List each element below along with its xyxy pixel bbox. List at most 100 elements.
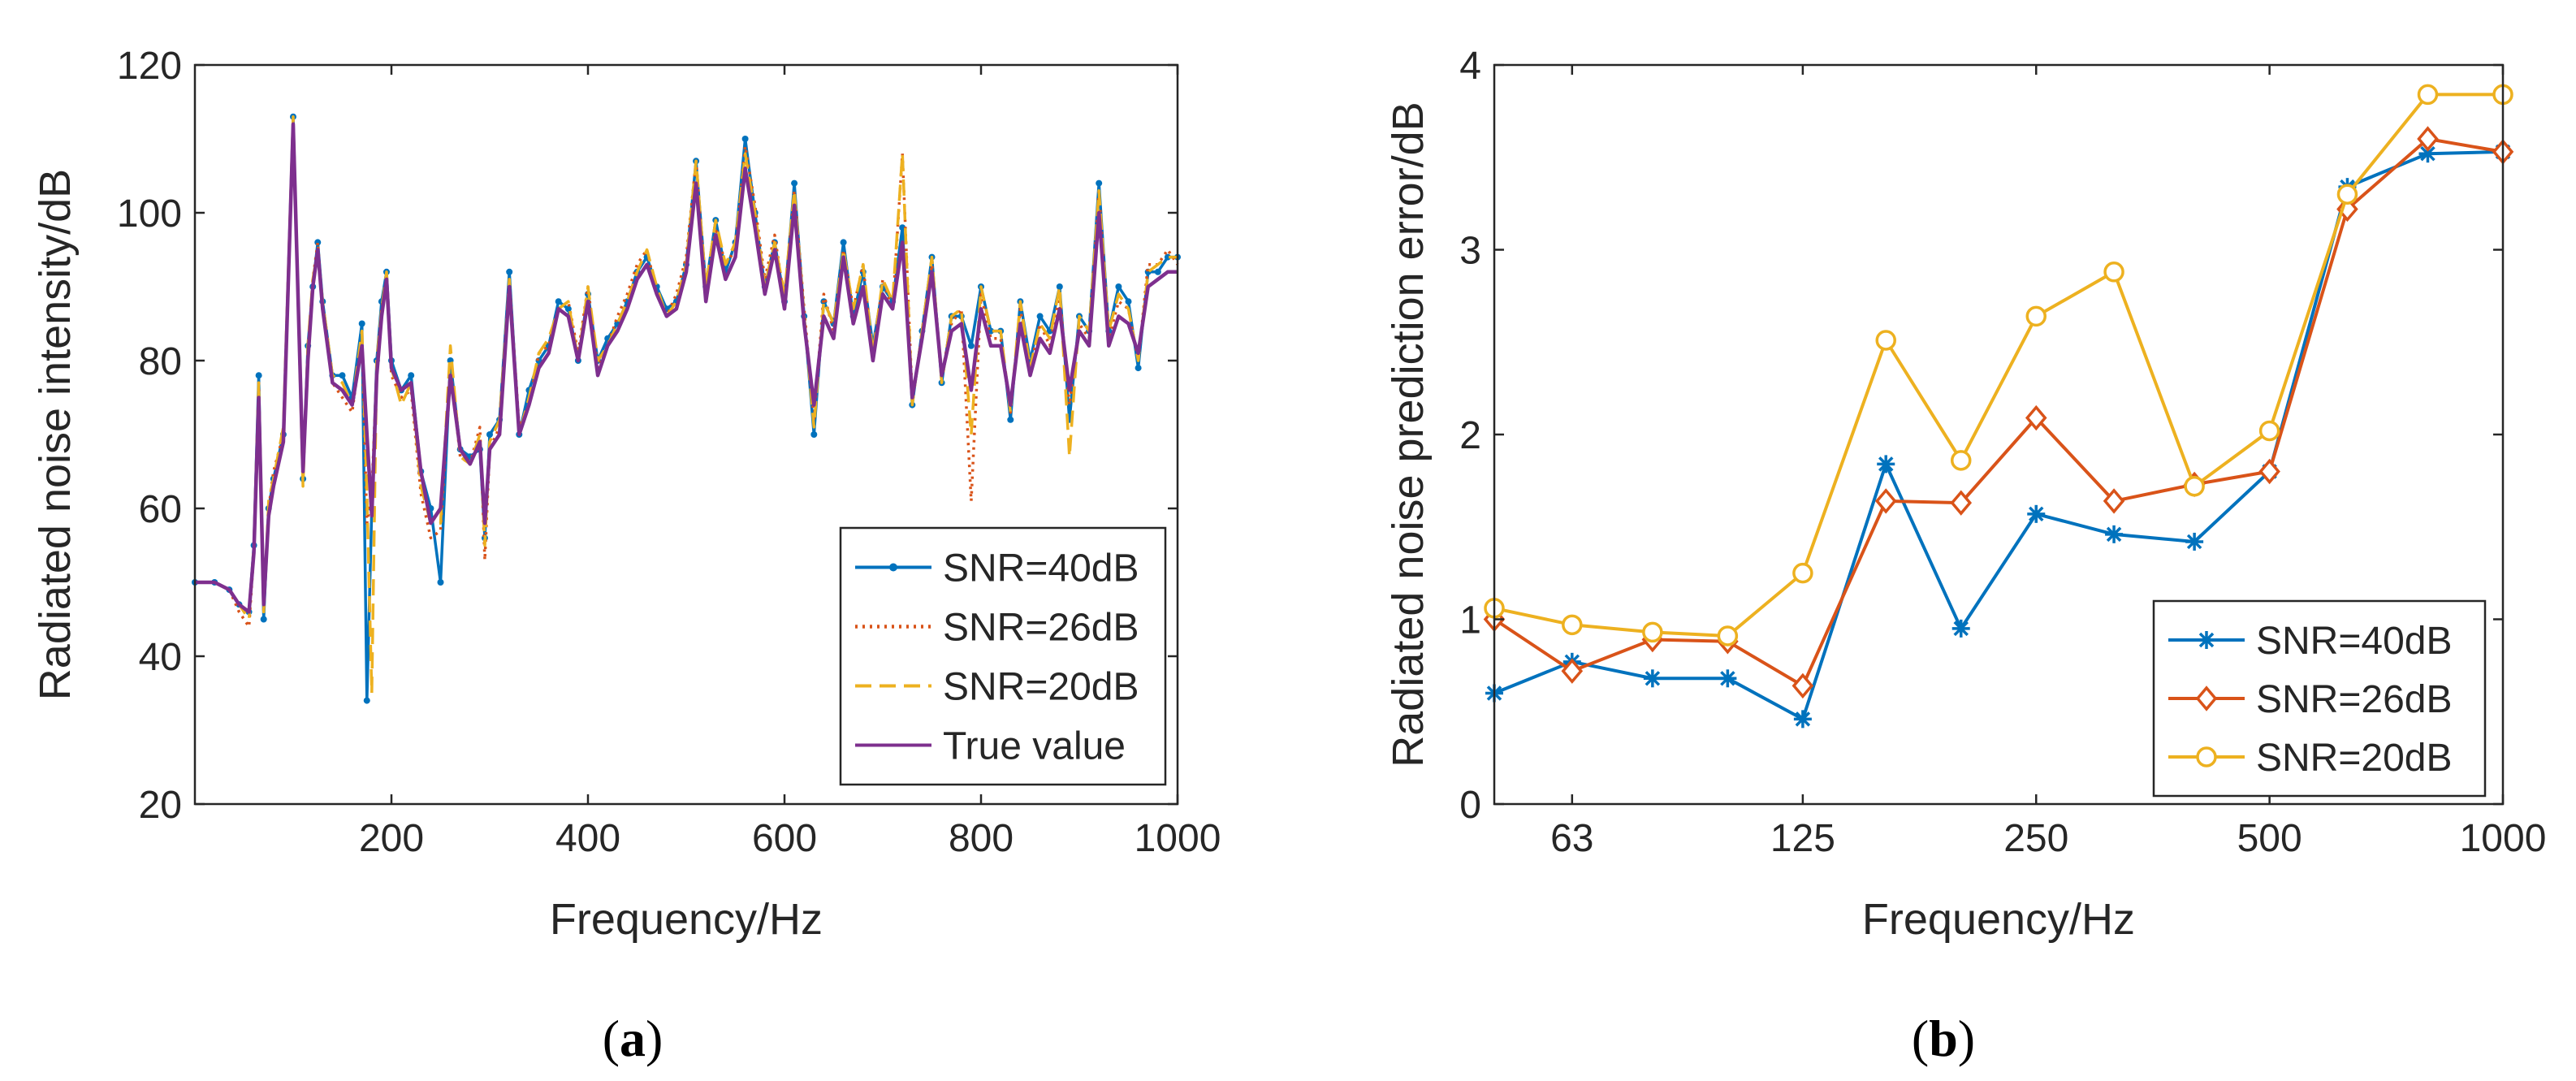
a-xtick-label-1000: 1000 [1135,817,1221,860]
b-marker-snr-40db-5 [1877,455,1895,473]
ticks-a: 20 40 60 80 100 120 200 400 600 800 1000 [117,45,1221,860]
a-ytick-label-40: 40 [139,636,182,679]
a-ytick-label-120: 120 [117,45,182,88]
a-point-snr-40db-39 [506,268,513,275]
a-point-snr-40db-95 [1056,283,1063,290]
legend-b: SNR=40dB SNR=26dB SNR=20dB [2152,599,2487,798]
b-legend-label-snr-20db: SNR=20dB [2256,737,2452,780]
b-marker-snr-40db-7 [2027,504,2046,523]
ylabel-b: Radiated noise prediction error/dB [1384,102,1433,767]
panel-label-b: (b) [1912,1010,1975,1067]
b-ytick-label-2: 2 [1459,414,1481,457]
axes-box-a [193,63,1179,806]
b-ytick-label-0: 0 [1459,784,1481,827]
b-legend-marker-snr-26db [2195,685,2218,711]
a-point-snr-40db-28 [408,372,415,379]
a-xtick-label-400: 400 [555,817,620,860]
b-marker-snr-20db-2 [1642,621,1663,643]
b-marker-snr-20db-5 [1875,330,1896,351]
b-legend-marker-snr-20db [2196,746,2217,768]
a-point-snr-40db-86 [967,342,975,349]
a-point-snr-40db-73 [840,239,847,246]
b-marker-snr-20db-10 [2258,420,2280,442]
a-point-snr-40db-93 [1036,313,1044,320]
b-xtick-label-500: 500 [2237,817,2302,860]
b-marker-snr-40db-12-stroke [2420,145,2436,162]
b-ytick-label-3: 3 [1459,230,1481,273]
b-marker-snr-20db-3 [1717,625,1739,646]
b-marker-snr-40db-2-stroke [1645,671,1661,686]
a-point-snr-40db-45 [564,305,572,313]
b-marker-snr-26db-10 [2258,458,2280,485]
a-ytick-label-100: 100 [117,192,182,236]
b-ytick-label-4: 4 [1459,45,1481,88]
a-point-snr-40db-20 [358,320,365,327]
panel-label-a: (a) [603,1010,663,1067]
legend-a: SNR=40dB SNR=26dB SNR=20dB True value [839,526,1167,786]
a-point-snr-40db-94 [1046,327,1053,335]
a-point-snr-40db-68 [791,179,798,187]
a-xtick-label-600: 600 [752,817,817,860]
b-legend-marker-snr-40db-stroke [2198,632,2215,648]
b-marker-snr-20db-9 [2184,475,2205,497]
a-legend-label-snr-26db: SNR=26dB [943,607,1139,650]
b-marker-snr-40db-4 [1793,710,1812,729]
b-marker-snr-40db-9-stroke [2186,534,2202,550]
series-group-a [192,113,1181,704]
b-marker-snr-40db-3 [1718,669,1737,688]
a-point-snr-40db-31 [437,579,444,586]
b-marker-snr-40db-6 [1951,619,1970,638]
a-point-snr-40db-105 [1154,268,1161,275]
ticks-b: 0 1 2 3 4 63 125 250 500 1000 [1459,45,2546,860]
b-ytick-label-1: 1 [1459,599,1481,642]
a-ytick-label-60: 60 [139,488,182,531]
a-point-snr-40db-103 [1135,365,1142,372]
b-marker-snr-20db-7 [2025,305,2047,327]
b-series-line-snr-20db [1493,93,2503,638]
series-group-b [1483,84,2514,729]
b-legend-label-snr-26db: SNR=26dB [2256,678,2452,721]
chart-a: 20 40 60 80 100 120 200 400 600 800 1000 Frequency… [31,45,1221,1067]
b-legend-marker-snr-40db [2198,631,2215,649]
b-marker-snr-40db-8-stroke [2106,526,2122,543]
chart-b: 0 1 2 3 4 63 125 250 500 1000 Frequency/Hz Radiat… [1384,45,2546,1067]
b-marker-snr-26db-6 [1950,490,1973,516]
a-legend-label-true-value: True value [943,725,1126,768]
a-legend-label-snr-40db: SNR=40dB [943,547,1139,590]
a-series-line-true-value [195,122,1178,614]
b-xtick-label-63: 63 [1550,817,1593,860]
a-point-snr-40db-15 [314,239,322,246]
a-point-snr-40db-70 [810,431,818,438]
b-xtick-label-1000: 1000 [2460,817,2547,860]
b-marker-snr-40db-8 [2105,525,2124,543]
a-point-snr-40db-90 [1007,416,1014,423]
a-point-snr-40db-6 [255,372,262,379]
a-xtick-label-200: 200 [359,817,424,860]
a-point-snr-40db-63 [741,136,749,142]
a-legend-label-snr-20db: SNR=20dB [943,666,1139,709]
b-marker-snr-20db-8 [2103,262,2124,283]
a-legend-dot-snr-40db [889,563,897,572]
b-marker-snr-26db-5 [1874,488,1897,514]
panel-label-b-letter: b [1929,1010,1958,1067]
a-ytick-label-20: 20 [139,784,182,827]
a-point-snr-40db-18 [339,372,346,379]
a-point-snr-40db-106 [1164,253,1171,261]
a-point-snr-40db-99 [1096,179,1103,187]
b-marker-snr-40db-7-stroke [2029,506,2044,522]
b-marker-snr-26db-1 [1561,658,1584,684]
b-marker-snr-20db-11 [2336,184,2358,205]
b-marker-snr-20db-1 [1562,614,1583,636]
b-marker-snr-26db-11 [2336,196,2358,223]
b-legend-label-snr-40db: SNR=40dB [2256,620,2452,663]
b-marker-snr-26db-8 [2103,488,2125,514]
ylabel-a: Radiated noise intensity/dB [31,169,80,700]
xlabel-a: Frequency/Hz [550,895,823,944]
a-ytick-label-80: 80 [139,340,182,383]
a-xtick-label-800: 800 [949,817,1014,860]
panel-label-a-letter: a [620,1010,646,1067]
a-point-snr-40db-37 [486,431,493,438]
a-point-snr-40db-101 [1115,283,1122,290]
a-point-snr-40db-21 [363,697,370,704]
